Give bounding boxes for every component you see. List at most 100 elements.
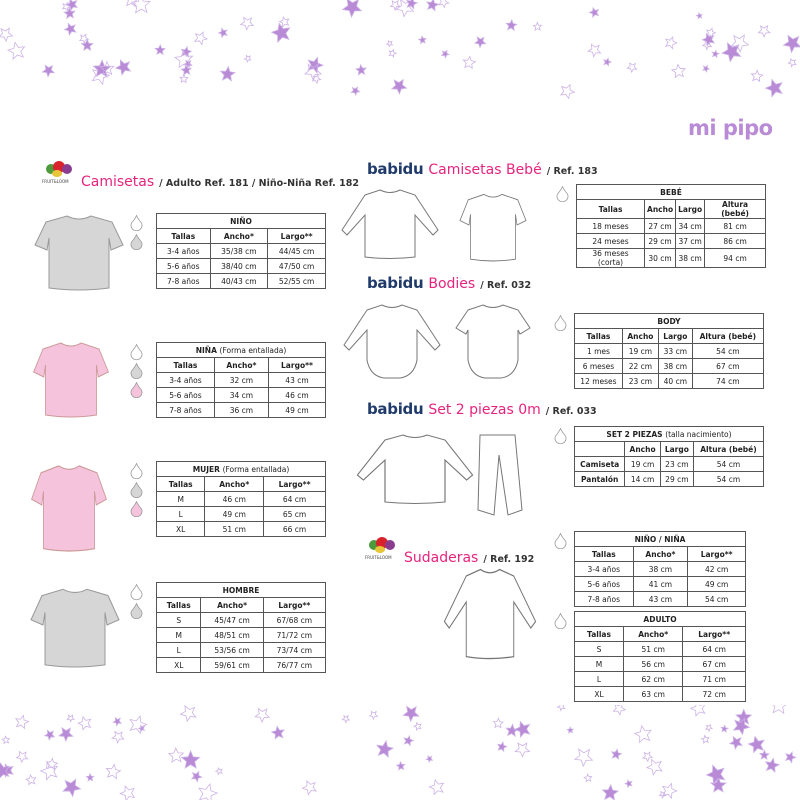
section-set-header: babidu Set 2 piezas 0m / Ref. 033 — [367, 400, 597, 418]
column-header — [573, 441, 626, 457]
table-cell: 22 cm — [621, 358, 659, 374]
star-icon — [747, 735, 766, 754]
color-swatch-white-icon — [556, 186, 569, 202]
table-title: BEBÉ — [576, 184, 766, 200]
table-row: XL 63 cm 72 cm — [574, 686, 746, 702]
table-cell: 34 cm — [675, 218, 706, 234]
star-icon — [395, 0, 415, 18]
star-icon — [303, 63, 323, 81]
color-swatch-gray-icon — [130, 363, 143, 379]
star-icon — [178, 73, 189, 84]
section-ref: / Ref. 183 — [546, 166, 598, 177]
column-header: Largo** — [263, 476, 326, 492]
table-cell: 29 cm — [644, 233, 677, 249]
table-row: 7-8 años 43 cm 54 cm — [574, 591, 746, 607]
column-header: Ancho* — [204, 476, 265, 492]
star-icon — [63, 22, 77, 36]
star-icon — [750, 69, 764, 83]
size-table-nina: NIÑA (Forma entallada) Tallas Ancho* Largo*… — [156, 342, 327, 418]
section-sudaderas-header: FRUIT&LOOM Sudaderas / Ref. 192 — [365, 536, 534, 566]
star-icon — [784, 751, 797, 764]
table-row: L 53/56 cm 73/74 cm — [155, 642, 327, 658]
star-icon — [764, 757, 781, 774]
table-title: MUJER (Forma entallada) — [156, 461, 326, 477]
table-cell: 38 cm — [675, 248, 706, 268]
table-cell: 41 cm — [632, 576, 689, 592]
star-icon — [193, 31, 209, 46]
table-cell: 67 cm — [691, 358, 765, 374]
table-row: 5-6 años 34 cm 46 cm — [156, 387, 327, 403]
star-icon — [180, 749, 201, 769]
table-cell: 19 cm — [624, 456, 661, 472]
star-icon — [91, 65, 111, 86]
table-cell: 27 cm — [644, 218, 677, 234]
color-swatch-white-icon — [130, 344, 143, 360]
table-cell: Pantalón — [573, 471, 626, 487]
table-cell: 59/61 cm — [200, 657, 264, 673]
table-cell: L — [155, 506, 206, 522]
column-header: Largo** — [262, 597, 327, 613]
table-row: M 56 cm 67 cm — [574, 656, 746, 672]
fruit-of-the-loom-logo: FRUIT&LOOM — [42, 160, 76, 186]
column-header: Largo** — [682, 626, 746, 642]
star-icon — [214, 767, 223, 776]
table-cell: 49 cm — [204, 506, 265, 522]
table-cell: 6 meses — [574, 358, 623, 374]
table-cell: 73/74 cm — [262, 642, 327, 658]
table-cell: 67/68 cm — [262, 612, 327, 628]
star-icon — [473, 36, 487, 49]
star-icon — [173, 49, 194, 69]
color-swatch-gray-icon — [130, 482, 143, 498]
column-header: Largo — [657, 328, 693, 344]
star-icon — [350, 86, 361, 97]
color-swatch-white-icon — [130, 584, 143, 600]
babidu-logo: babidu — [367, 274, 424, 292]
table-row: 1 mes 19 cm 33 cm 54 cm — [574, 343, 765, 359]
table-cell: 71/72 cm — [262, 627, 327, 643]
star-icon — [167, 747, 185, 763]
table-cell: XL — [155, 657, 202, 673]
star-icon — [39, 761, 59, 781]
table-cell: 54 cm — [691, 343, 765, 359]
table-cell: XL — [574, 686, 624, 702]
color-swatch-white-icon — [554, 613, 567, 629]
star-icon — [757, 25, 771, 38]
body-shortsleeve-illustration — [455, 304, 531, 379]
star-icon — [704, 723, 714, 733]
table-cell: S — [155, 612, 202, 628]
star-icon — [254, 707, 271, 724]
color-swatch-white-icon — [130, 463, 143, 479]
table-cell: 36 cm — [213, 402, 269, 418]
star-icon — [124, 0, 140, 8]
table-cell: 23 cm — [659, 456, 694, 472]
table-cell: 44/45 cm — [267, 243, 326, 259]
table-cell: 54 cm — [692, 456, 765, 472]
star-icon — [1, 735, 11, 745]
table-cell: 23 cm — [621, 373, 659, 389]
column-header: Ancho* — [213, 357, 269, 373]
star-icon — [702, 64, 711, 73]
table-cell: Camiseta — [573, 456, 626, 472]
star-icon — [307, 56, 325, 75]
star-icon — [514, 742, 531, 758]
section-ref: / Ref. 032 — [480, 280, 532, 291]
star-icon — [720, 724, 729, 733]
column-header: Altura (bebé) — [692, 441, 765, 457]
star-icon — [78, 33, 90, 45]
star-icon — [41, 64, 56, 78]
star-icon — [354, 63, 368, 76]
table-cell: 63 cm — [622, 686, 684, 702]
table-row: 7-8 años 40/43 cm 52/55 cm — [156, 273, 326, 289]
star-icon — [389, 0, 401, 11]
column-header: Ancho* — [200, 597, 264, 613]
table-cell: 30 cm — [644, 248, 677, 268]
table-cell: 64 cm — [263, 491, 326, 507]
star-icon — [705, 27, 717, 39]
size-table-sud_adulto: ADULTO Tallas Ancho* Largo** S 51 cm 64 cm M 56… — [574, 611, 746, 702]
star-icon — [758, 749, 770, 761]
star-icon — [385, 39, 394, 48]
table-cell: 40/43 cm — [209, 273, 269, 289]
table-row: S 45/47 cm 67/68 cm — [155, 612, 327, 628]
star-icon — [278, 15, 290, 28]
table-cell: 54 cm — [687, 591, 746, 607]
